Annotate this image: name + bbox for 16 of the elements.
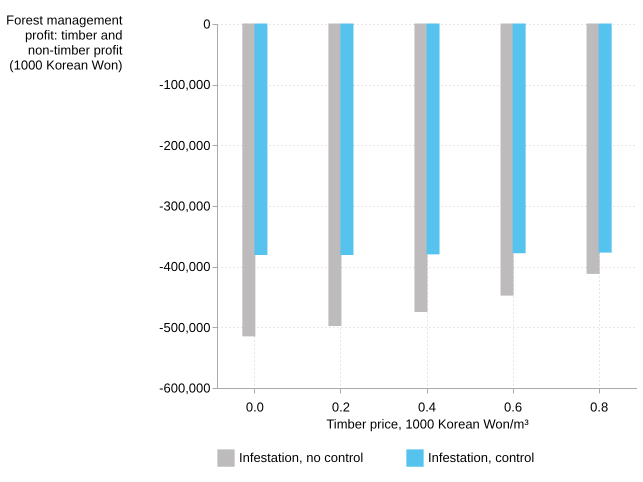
y-tick-label: -600,000 (159, 380, 210, 396)
y-tick-label: 0 (203, 16, 210, 32)
x-tick-label: 0.0 (246, 400, 264, 414)
y-tick-label: -100,000 (159, 77, 210, 92)
legend-label: Infestation, control (428, 450, 534, 466)
y-tick-label: -300,000 (159, 198, 210, 214)
x-tick-label: 0.2 (332, 400, 350, 414)
x-axis-title: Timber price, 1000 Korean Won/m³ (326, 416, 530, 432)
y-axis-title: Forest management profit: timber and non-timber profit (1000 Korean Won) (6, 12, 123, 72)
legend-label: Infestation, no control (239, 450, 364, 466)
x-tick-label: 0.6 (504, 400, 522, 414)
y-tick-label: -500,000 (159, 320, 210, 335)
x-tick-label: 0.8 (590, 400, 608, 414)
x-tick-label: 0.4 (418, 400, 436, 414)
y-tick-label: -200,000 (159, 138, 210, 153)
y-tick-label: -400,000 (159, 259, 210, 274)
